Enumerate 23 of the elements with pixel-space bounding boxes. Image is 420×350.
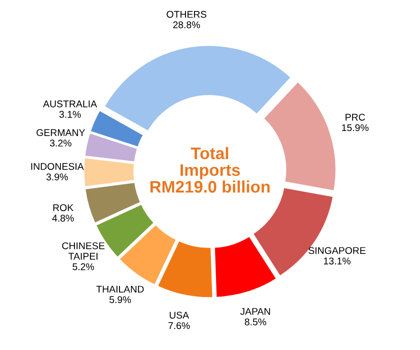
data-label: 5.2% [72, 263, 94, 270]
data-label: 5.9% [109, 296, 131, 304]
slice-label: OTHERS [166, 10, 206, 18]
slice-label: JAPAN [240, 308, 270, 315]
text: Total Imports RM219.0 billion [150, 146, 270, 193]
data-label: 3.1% [59, 110, 81, 118]
slice-label: GERMANY [36, 129, 86, 136]
data-label: 28.8% [173, 21, 200, 28]
data-label: 15.9% [342, 124, 369, 132]
slice-label: SINGAPORE [308, 247, 366, 254]
data-label: 13.1% [324, 258, 350, 264]
slice-label: PRC [346, 114, 365, 121]
data-label: 4.8% [52, 214, 74, 222]
slice-label: ROK [53, 204, 74, 212]
slice-label: CHINESE TAIPEI [62, 242, 104, 260]
data-label: 7.6% [168, 322, 190, 330]
data-label: 8.5% [244, 318, 266, 326]
slice-label: THAILAND [96, 286, 144, 293]
slice-label: INDONESIA [31, 163, 84, 170]
data-label: 3.9% [46, 173, 68, 180]
slice-label: USA [170, 312, 190, 319]
slice-label: AUSTRALIA [43, 100, 98, 108]
data-label: 3.2% [50, 140, 72, 147]
